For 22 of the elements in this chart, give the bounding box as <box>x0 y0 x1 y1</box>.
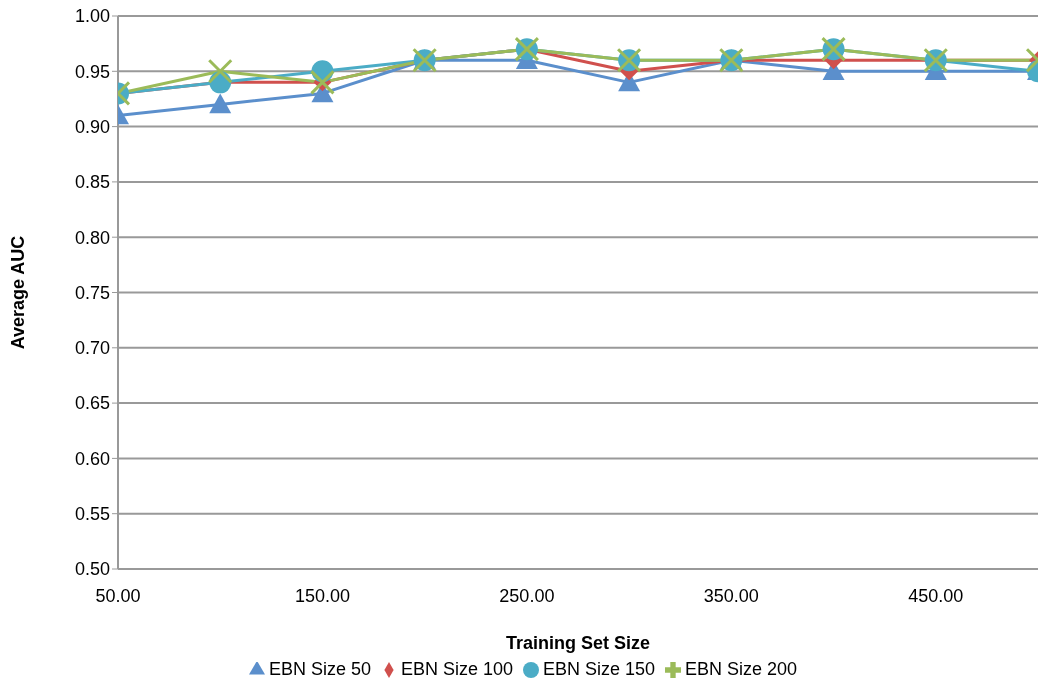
y-tick-label: 0.50 <box>74 559 110 580</box>
x-tick-label: 350.00 <box>703 585 759 606</box>
y-tick-label: 0.95 <box>74 61 110 82</box>
x-tick-label: 450.00 <box>908 585 964 606</box>
y-tick-label: 0.60 <box>74 448 110 469</box>
y-tick-label: 0.85 <box>74 172 110 193</box>
y-tick-label: 0.75 <box>74 282 110 303</box>
legend-label: EBN Size 50 <box>268 659 371 679</box>
y-tick-label: 0.70 <box>74 338 110 359</box>
y-tick-label: 0.80 <box>74 227 110 248</box>
y-tick-label: 0.65 <box>74 393 110 414</box>
x-tick-label: 250.00 <box>499 585 555 606</box>
legend-label: EBN Size 150 <box>543 659 656 679</box>
legend-label: EBN Size 200 <box>685 659 798 679</box>
x-tick-label: 150.00 <box>294 585 350 606</box>
y-axis-title: Average AUC <box>8 235 29 350</box>
y-tick-label: 1.00 <box>74 6 110 27</box>
y-tick-label: 0.90 <box>74 116 110 137</box>
x-axis-title: Training Set Size <box>505 633 651 653</box>
x-tick-label: 50.00 <box>95 585 141 606</box>
legend-label: EBN Size 100 <box>400 659 513 679</box>
y-tick-label: 0.55 <box>74 504 110 525</box>
